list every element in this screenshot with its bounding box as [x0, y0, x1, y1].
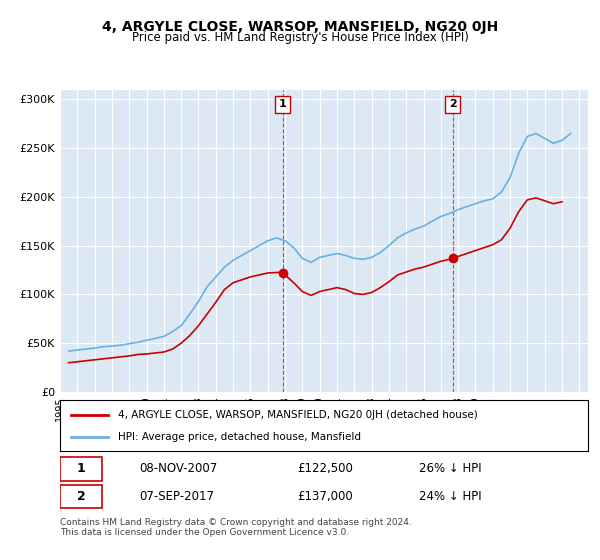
Text: 4, ARGYLE CLOSE, WARSOP, MANSFIELD, NG20 0JH (detached house): 4, ARGYLE CLOSE, WARSOP, MANSFIELD, NG20…	[118, 409, 478, 419]
Text: 07-SEP-2017: 07-SEP-2017	[139, 490, 214, 503]
Text: 2: 2	[449, 99, 457, 109]
FancyBboxPatch shape	[60, 457, 102, 480]
Text: £137,000: £137,000	[298, 490, 353, 503]
Text: 2: 2	[77, 490, 85, 503]
Text: Price paid vs. HM Land Registry's House Price Index (HPI): Price paid vs. HM Land Registry's House …	[131, 31, 469, 44]
Text: 1: 1	[279, 99, 287, 109]
Text: £122,500: £122,500	[298, 463, 353, 475]
Text: 24% ↓ HPI: 24% ↓ HPI	[419, 490, 482, 503]
Text: 08-NOV-2007: 08-NOV-2007	[139, 463, 217, 475]
Text: Contains HM Land Registry data © Crown copyright and database right 2024.
This d: Contains HM Land Registry data © Crown c…	[60, 518, 412, 538]
Text: HPI: Average price, detached house, Mansfield: HPI: Average price, detached house, Mans…	[118, 432, 361, 442]
Text: 26% ↓ HPI: 26% ↓ HPI	[419, 463, 482, 475]
FancyBboxPatch shape	[60, 485, 102, 508]
Text: 1: 1	[77, 463, 85, 475]
Text: 4, ARGYLE CLOSE, WARSOP, MANSFIELD, NG20 0JH: 4, ARGYLE CLOSE, WARSOP, MANSFIELD, NG20…	[102, 20, 498, 34]
